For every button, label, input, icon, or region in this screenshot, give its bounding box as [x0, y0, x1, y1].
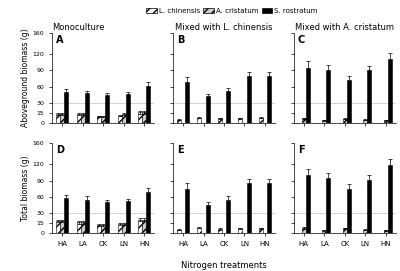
Bar: [101, 116, 105, 123]
Bar: [126, 94, 130, 123]
Title: Mixed with A. cristatum: Mixed with A. cristatum: [295, 23, 394, 32]
Bar: [388, 59, 392, 123]
Text: C: C: [298, 35, 305, 45]
Y-axis label: Total biomass (g): Total biomass (g): [21, 155, 30, 221]
Bar: [267, 183, 271, 233]
Bar: [384, 120, 388, 123]
Bar: [302, 118, 306, 123]
Bar: [206, 205, 210, 233]
Bar: [363, 120, 367, 123]
Bar: [126, 201, 130, 233]
Bar: [238, 118, 242, 123]
Y-axis label: Aboveground biomass (g): Aboveground biomass (g): [21, 28, 30, 127]
Bar: [343, 228, 347, 233]
Bar: [185, 82, 189, 123]
Text: B: B: [177, 35, 184, 45]
Bar: [306, 175, 310, 233]
Bar: [218, 118, 222, 123]
Bar: [197, 228, 202, 233]
Bar: [146, 192, 150, 233]
Bar: [384, 230, 388, 233]
Bar: [60, 114, 64, 123]
Bar: [64, 92, 68, 123]
Bar: [238, 228, 242, 233]
Title: Mixed with L. chinensis: Mixed with L. chinensis: [175, 23, 273, 32]
Text: A: A: [56, 35, 64, 45]
Bar: [118, 224, 122, 233]
Bar: [56, 114, 60, 123]
Bar: [343, 119, 347, 123]
Bar: [76, 222, 81, 233]
Bar: [101, 225, 105, 233]
Bar: [226, 200, 230, 233]
Bar: [64, 198, 68, 233]
Bar: [246, 183, 251, 233]
Bar: [367, 70, 372, 123]
Bar: [76, 114, 81, 123]
Bar: [81, 114, 85, 123]
Bar: [322, 230, 326, 233]
Bar: [177, 120, 181, 123]
Text: Nitrogen treatments: Nitrogen treatments: [181, 261, 267, 270]
Bar: [302, 228, 306, 233]
Bar: [206, 96, 210, 123]
Bar: [388, 166, 392, 233]
Bar: [81, 222, 85, 233]
Bar: [185, 189, 189, 233]
Bar: [122, 224, 126, 233]
Bar: [60, 221, 64, 233]
Bar: [197, 118, 202, 123]
Bar: [347, 189, 351, 233]
Text: F: F: [298, 146, 304, 156]
Bar: [97, 225, 101, 233]
Bar: [246, 76, 251, 123]
Bar: [105, 95, 109, 123]
Bar: [259, 118, 263, 123]
Bar: [146, 86, 150, 123]
Bar: [326, 178, 330, 233]
Bar: [326, 70, 330, 123]
Bar: [138, 220, 142, 233]
Text: Monoculture: Monoculture: [52, 23, 104, 32]
Bar: [122, 114, 126, 123]
Text: D: D: [56, 146, 64, 156]
Bar: [56, 221, 60, 233]
Bar: [226, 91, 230, 123]
Bar: [105, 202, 109, 233]
Bar: [363, 230, 367, 233]
Legend: L. chinensis, A. cristatum, S. rostratum: L. chinensis, A. cristatum, S. rostratum: [144, 5, 320, 17]
Bar: [142, 220, 146, 233]
Bar: [347, 80, 351, 123]
Bar: [177, 230, 181, 233]
Bar: [259, 228, 263, 233]
Bar: [97, 116, 101, 123]
Bar: [306, 68, 310, 123]
Bar: [118, 115, 122, 123]
Bar: [138, 112, 142, 123]
Bar: [322, 120, 326, 123]
Bar: [267, 76, 271, 123]
Bar: [218, 229, 222, 233]
Bar: [85, 93, 89, 123]
Bar: [85, 200, 89, 233]
Bar: [367, 180, 372, 233]
Text: E: E: [177, 146, 184, 156]
Bar: [142, 112, 146, 123]
